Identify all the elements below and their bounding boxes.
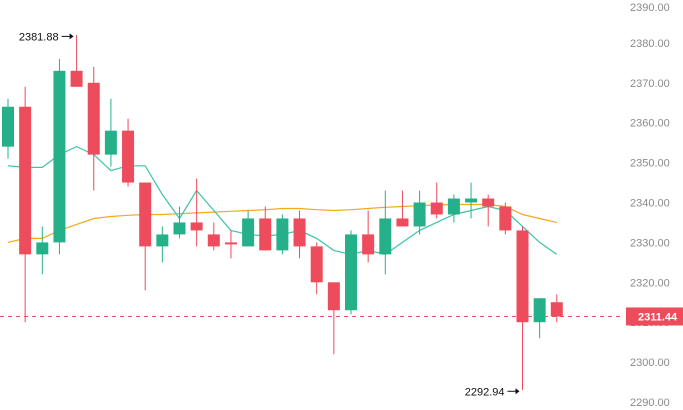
annotations: 2381.88 2292.94 [19, 31, 520, 398]
candle [430, 182, 443, 219]
candle [413, 190, 426, 235]
candle-body [36, 242, 49, 255]
candle-body [173, 222, 186, 235]
y-tick-label: 2290.00 [630, 397, 670, 409]
extreme-price-label: 2381.88 [19, 31, 59, 43]
candle-body [139, 182, 152, 247]
candle-body [53, 70, 66, 243]
candle [122, 118, 135, 187]
current-price-label: 2311.44 [638, 311, 678, 323]
candle-body [550, 302, 563, 317]
candle [104, 98, 117, 167]
candle-body [327, 282, 340, 311]
candle [345, 230, 357, 315]
extreme-price-label: 2292.94 [465, 386, 505, 398]
candle [36, 226, 49, 275]
y-tick-label: 2300.00 [630, 357, 670, 369]
candle [173, 206, 186, 239]
candle [550, 294, 563, 323]
candle [242, 210, 255, 247]
candle-body [156, 234, 169, 247]
candle [327, 282, 340, 355]
candle [499, 202, 512, 235]
candle [447, 194, 460, 223]
candle-body [499, 206, 512, 231]
candle-body [224, 242, 237, 245]
candle-body [242, 218, 255, 247]
candle-body [413, 202, 426, 227]
y-tick-label: 2330.00 [630, 237, 670, 249]
candle [516, 226, 529, 391]
candle [224, 230, 237, 259]
candle [379, 190, 392, 275]
y-tick-label: 2320.00 [630, 277, 670, 289]
candle-body [259, 218, 272, 251]
candle [465, 182, 478, 219]
candle-body [70, 70, 83, 87]
candle [19, 86, 32, 323]
candle-body [310, 246, 323, 283]
y-tick-label: 2350.00 [630, 158, 670, 170]
candle [259, 206, 272, 251]
candle-body [430, 202, 443, 215]
candle-body [293, 218, 306, 247]
candle-body [396, 218, 409, 227]
candles [2, 34, 563, 391]
y-tick-label: 2360.00 [630, 118, 670, 130]
candle [53, 58, 66, 255]
candle [396, 190, 409, 227]
candle [276, 214, 289, 255]
candle-body [19, 106, 32, 255]
candle-body [482, 198, 495, 207]
candle [190, 178, 203, 247]
candle-body [362, 234, 375, 255]
candle [533, 298, 546, 339]
y-tick-label: 2390.00 [630, 2, 670, 14]
candle-body [104, 130, 117, 155]
candle [70, 34, 83, 87]
arrow-head-icon [69, 33, 74, 40]
candle [156, 226, 169, 263]
candle-body [516, 230, 529, 323]
ma-long-line [7, 203, 557, 243]
candle [87, 66, 100, 191]
candle [293, 210, 306, 259]
candle-body [345, 234, 357, 311]
candle-body [447, 198, 460, 215]
candle [362, 210, 375, 263]
candle [139, 182, 152, 291]
candle-body [276, 218, 289, 251]
candle-body [190, 222, 203, 231]
candle-body [533, 298, 546, 323]
candle-body [465, 198, 478, 203]
arrow-head-icon [515, 388, 520, 395]
current-price-badge [626, 307, 683, 326]
candle [482, 194, 495, 227]
y-tick-label: 2370.00 [630, 78, 670, 90]
candle-body [122, 130, 135, 183]
candle [310, 242, 323, 295]
candle [207, 222, 220, 251]
candle-body [2, 106, 14, 147]
price-axis: 2390.00 2380.00 2370.00 2360.00 2350.00 2340.… [626, 2, 683, 409]
candle-body [207, 234, 220, 247]
y-tick-label: 2380.00 [630, 38, 670, 50]
candle [2, 98, 14, 159]
candle-body [87, 82, 100, 155]
candle-body [379, 218, 392, 255]
y-tick-label: 2340.00 [630, 198, 670, 210]
